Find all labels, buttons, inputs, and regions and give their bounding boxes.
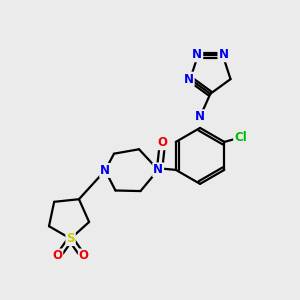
Text: N: N bbox=[100, 164, 110, 177]
Text: N: N bbox=[195, 110, 205, 123]
Text: O: O bbox=[79, 250, 89, 262]
Text: Cl: Cl bbox=[234, 131, 247, 144]
Text: O: O bbox=[52, 250, 62, 262]
Text: N: N bbox=[218, 48, 228, 61]
Text: S: S bbox=[66, 232, 75, 245]
Text: N: N bbox=[184, 73, 194, 85]
Text: O: O bbox=[157, 136, 167, 149]
Text: N: N bbox=[153, 164, 163, 176]
Text: N: N bbox=[192, 48, 202, 61]
